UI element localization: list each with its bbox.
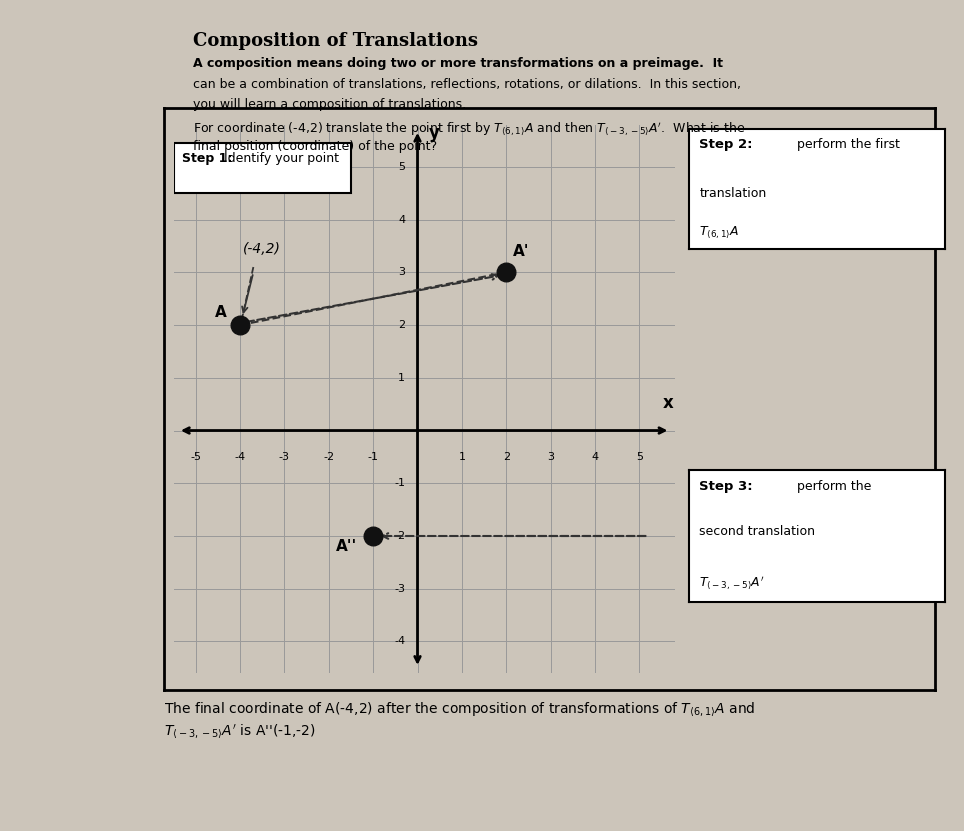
Text: 2: 2 xyxy=(502,451,510,461)
Text: 4: 4 xyxy=(398,214,405,224)
Text: second translation: second translation xyxy=(700,525,816,538)
Text: A: A xyxy=(215,305,227,320)
Text: perform the first: perform the first xyxy=(796,139,899,151)
Text: Identify your point: Identify your point xyxy=(216,152,338,165)
Text: (-4,2): (-4,2) xyxy=(243,243,281,257)
Text: -2: -2 xyxy=(323,451,335,461)
Text: translation: translation xyxy=(700,187,766,199)
Text: -3: -3 xyxy=(279,451,290,461)
Text: y: y xyxy=(429,124,440,141)
Text: $T_{\langle -3,-5 \rangle}A'$: $T_{\langle -3,-5 \rangle}A'$ xyxy=(700,574,765,592)
Text: -1: -1 xyxy=(367,451,379,461)
Text: Step 1:: Step 1: xyxy=(182,152,232,165)
Text: 3: 3 xyxy=(398,268,405,278)
Text: 1: 1 xyxy=(398,373,405,383)
Text: For coordinate (-4,2) translate the point first by $T_{\langle 6,1 \rangle}A$ an: For coordinate (-4,2) translate the poin… xyxy=(193,120,745,138)
Text: A': A' xyxy=(513,244,529,259)
Text: 5: 5 xyxy=(636,451,643,461)
Text: perform the: perform the xyxy=(796,480,870,493)
Text: you will learn a composition of translations.: you will learn a composition of translat… xyxy=(193,98,466,111)
Text: The final coordinate of A(-4,2) after the composition of transformations of $T_{: The final coordinate of A(-4,2) after th… xyxy=(164,700,756,718)
Text: Composition of Translations: Composition of Translations xyxy=(193,32,478,50)
Text: 5: 5 xyxy=(398,162,405,172)
Text: -2: -2 xyxy=(394,531,405,541)
Text: final position (coordinate) of the point?: final position (coordinate) of the point… xyxy=(193,140,437,154)
Point xyxy=(365,529,381,543)
Text: -3: -3 xyxy=(394,583,405,593)
Text: -4: -4 xyxy=(234,451,246,461)
Text: 1: 1 xyxy=(458,451,466,461)
Text: $T_{\langle 6,1 \rangle}A$: $T_{\langle 6,1 \rangle}A$ xyxy=(700,224,739,239)
Text: A'': A'' xyxy=(336,538,358,553)
Text: A composition means doing two or more transformations on a preimage.  It: A composition means doing two or more tr… xyxy=(193,57,723,70)
Text: 4: 4 xyxy=(591,451,599,461)
Text: -1: -1 xyxy=(394,479,405,489)
Text: Step 2:: Step 2: xyxy=(700,139,753,151)
FancyBboxPatch shape xyxy=(174,143,351,193)
Text: $T_{\langle -3,-5 \rangle}A'$ is A''(-1,-2): $T_{\langle -3,-5 \rangle}A'$ is A''(-1,… xyxy=(164,723,316,741)
Point xyxy=(232,318,248,332)
Text: x: x xyxy=(663,394,674,412)
Text: -4: -4 xyxy=(394,637,405,647)
Point xyxy=(498,266,514,279)
Text: 2: 2 xyxy=(398,320,405,330)
Text: can be a combination of translations, reflections, rotations, or dilations.  In : can be a combination of translations, re… xyxy=(193,78,740,91)
Text: Step 3:: Step 3: xyxy=(700,480,753,493)
Text: 3: 3 xyxy=(548,451,554,461)
Text: -5: -5 xyxy=(190,451,201,461)
